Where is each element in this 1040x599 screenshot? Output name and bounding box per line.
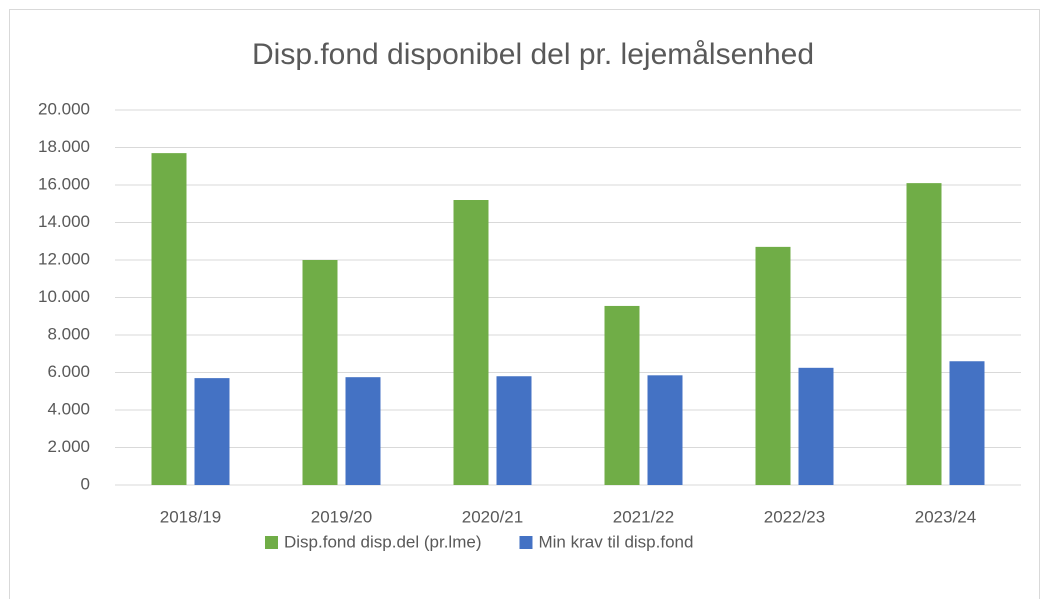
bar bbox=[453, 200, 489, 485]
bar bbox=[151, 153, 187, 485]
legend-swatch bbox=[519, 536, 533, 549]
bar bbox=[647, 375, 683, 485]
y-tick-label: 10.000 bbox=[38, 287, 90, 306]
legend-label: Min krav til disp.fond bbox=[538, 532, 693, 551]
y-tick-label: 20.000 bbox=[38, 99, 90, 118]
y-tick-label: 6.000 bbox=[47, 362, 90, 381]
bar bbox=[496, 376, 532, 485]
x-tick-label: 2019/20 bbox=[311, 507, 372, 526]
y-tick-label: 16.000 bbox=[38, 174, 90, 193]
y-tick-label: 2.000 bbox=[47, 437, 90, 456]
bar bbox=[949, 361, 985, 485]
y-tick-label: 8.000 bbox=[47, 324, 90, 343]
legend-label: Disp.fond disp.del (pr.lme) bbox=[284, 532, 481, 551]
x-tick-label: 2020/21 bbox=[462, 507, 523, 526]
legend-swatch bbox=[265, 536, 278, 549]
y-tick-label: 0 bbox=[81, 474, 90, 493]
x-tick-label: 2018/19 bbox=[160, 507, 221, 526]
x-tick-label: 2023/24 bbox=[915, 507, 976, 526]
bar bbox=[345, 377, 381, 485]
bar bbox=[302, 260, 338, 485]
y-tick-label: 4.000 bbox=[47, 399, 90, 418]
chart-title: Disp.fond disponibel del pr. lejemålsenh… bbox=[252, 38, 814, 71]
bar bbox=[604, 305, 640, 485]
y-tick-label: 12.000 bbox=[38, 249, 90, 268]
x-tick-label: 2022/23 bbox=[764, 507, 825, 526]
bar bbox=[798, 367, 834, 485]
bar bbox=[755, 246, 791, 485]
bar bbox=[194, 378, 230, 485]
x-tick-label: 2021/22 bbox=[613, 507, 674, 526]
y-tick-label: 14.000 bbox=[38, 212, 90, 231]
y-tick-label: 18.000 bbox=[38, 137, 90, 156]
bar bbox=[906, 183, 942, 485]
